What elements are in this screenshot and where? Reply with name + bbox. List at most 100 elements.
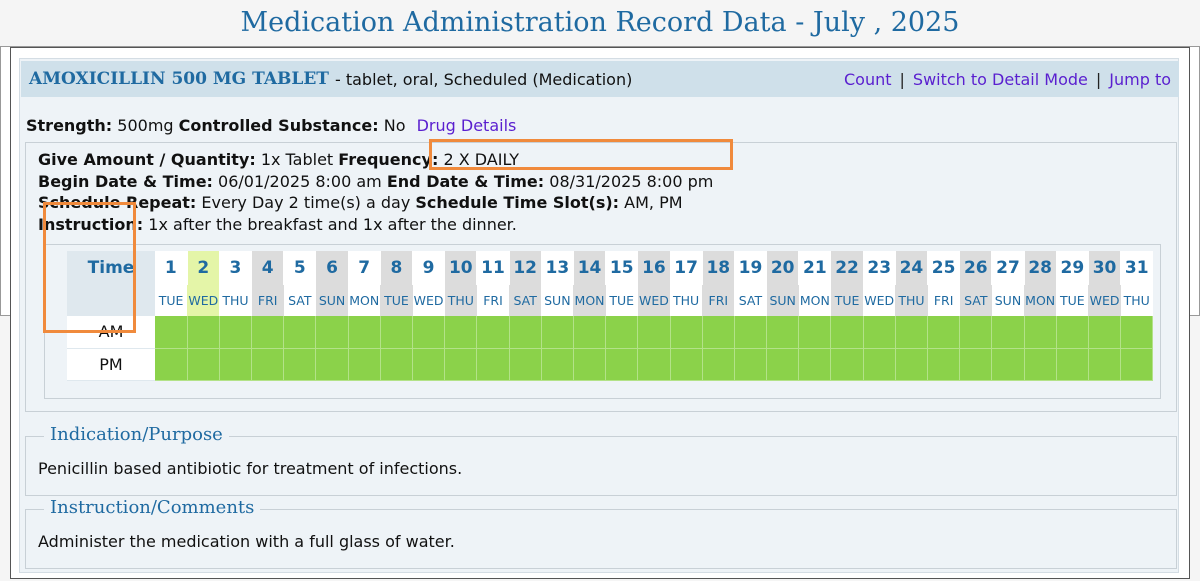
administration-cell-pm-28[interactable]	[1024, 348, 1057, 381]
day-number-28[interactable]: 28	[1024, 251, 1057, 285]
administration-cell-am-5[interactable]	[283, 316, 317, 349]
count-link[interactable]: Count	[844, 69, 892, 89]
administration-cell-pm-2[interactable]	[187, 348, 220, 381]
instruction-line: Instruction: 1x after the breakfast and …	[38, 214, 713, 236]
drug-details-link[interactable]: Drug Details	[416, 116, 517, 135]
administration-cell-am-9[interactable]	[412, 316, 446, 349]
administration-cell-am-7[interactable]	[348, 316, 381, 349]
day-number-30[interactable]: 30	[1088, 251, 1122, 285]
day-number-3[interactable]: 3	[219, 251, 253, 285]
day-number-1[interactable]: 1	[155, 251, 188, 285]
administration-cell-am-14[interactable]	[573, 316, 607, 349]
administration-cell-am-27[interactable]	[991, 316, 1025, 349]
administration-cell-am-10[interactable]	[444, 316, 478, 349]
day-number-11[interactable]: 11	[476, 251, 510, 285]
administration-cell-pm-19[interactable]	[734, 348, 768, 381]
administration-cell-pm-29[interactable]	[1056, 348, 1089, 381]
day-number-6[interactable]: 6	[315, 251, 349, 285]
administration-cell-am-21[interactable]	[798, 316, 832, 349]
administration-cell-pm-8[interactable]	[380, 348, 414, 381]
day-number-31[interactable]: 31	[1120, 251, 1154, 285]
administration-cell-pm-12[interactable]	[509, 348, 542, 381]
administration-cell-am-4[interactable]	[251, 316, 285, 349]
administration-cell-pm-30[interactable]	[1088, 348, 1122, 381]
day-number-14[interactable]: 14	[573, 251, 607, 285]
administration-cell-am-16[interactable]	[637, 316, 671, 349]
administration-cell-pm-16[interactable]	[637, 348, 671, 381]
administration-cell-pm-13[interactable]	[541, 348, 574, 381]
administration-cell-pm-23[interactable]	[863, 348, 896, 381]
day-number-16[interactable]: 16	[637, 251, 671, 285]
administration-cell-pm-18[interactable]	[702, 348, 735, 381]
administration-cell-pm-9[interactable]	[412, 348, 446, 381]
administration-cell-pm-31[interactable]	[1120, 348, 1154, 381]
day-number-10[interactable]: 10	[444, 251, 478, 285]
administration-cell-pm-20[interactable]	[766, 348, 800, 381]
day-number-8[interactable]: 8	[380, 251, 414, 285]
administration-cell-am-3[interactable]	[219, 316, 253, 349]
day-number-4[interactable]: 4	[251, 251, 285, 285]
day-number-27[interactable]: 27	[991, 251, 1025, 285]
comments-section: Instruction/Comments Administer the medi…	[25, 497, 1177, 569]
day-number-23[interactable]: 23	[863, 251, 896, 285]
administration-cell-pm-10[interactable]	[444, 348, 478, 381]
administration-cell-am-17[interactable]	[670, 316, 703, 349]
day-number-2[interactable]: 2	[187, 251, 220, 285]
administration-cell-am-20[interactable]	[766, 316, 800, 349]
administration-cell-pm-4[interactable]	[251, 348, 285, 381]
day-number-17[interactable]: 17	[670, 251, 703, 285]
day-number-19[interactable]: 19	[734, 251, 768, 285]
administration-cell-pm-7[interactable]	[348, 348, 381, 381]
administration-cell-pm-15[interactable]	[605, 348, 639, 381]
administration-cell-am-12[interactable]	[509, 316, 542, 349]
day-number-20[interactable]: 20	[766, 251, 800, 285]
administration-cell-am-26[interactable]	[959, 316, 993, 349]
administration-cell-am-29[interactable]	[1056, 316, 1089, 349]
day-number-13[interactable]: 13	[541, 251, 574, 285]
day-number-18[interactable]: 18	[702, 251, 735, 285]
administration-cell-pm-1[interactable]	[155, 348, 188, 381]
switch-detail-mode-link[interactable]: Switch to Detail Mode	[912, 69, 1088, 89]
administration-cell-pm-17[interactable]	[670, 348, 703, 381]
administration-cell-pm-11[interactable]	[476, 348, 510, 381]
administration-cell-am-28[interactable]	[1024, 316, 1057, 349]
administration-cell-pm-3[interactable]	[219, 348, 253, 381]
administration-cell-pm-5[interactable]	[283, 348, 317, 381]
administration-cell-am-8[interactable]	[380, 316, 414, 349]
day-number-22[interactable]: 22	[830, 251, 864, 285]
administration-cell-pm-14[interactable]	[573, 348, 607, 381]
day-number-9[interactable]: 9	[412, 251, 446, 285]
administration-cell-am-19[interactable]	[734, 316, 768, 349]
administration-cell-am-31[interactable]	[1120, 316, 1154, 349]
administration-cell-pm-22[interactable]	[830, 348, 864, 381]
day-number-21[interactable]: 21	[798, 251, 832, 285]
administration-cell-am-2[interactable]	[187, 316, 220, 349]
administration-cell-pm-6[interactable]	[315, 348, 349, 381]
day-number-26[interactable]: 26	[959, 251, 993, 285]
day-number-29[interactable]: 29	[1056, 251, 1089, 285]
day-number-15[interactable]: 15	[605, 251, 639, 285]
repeat-line: Schedule Repeat: Every Day 2 time(s) a d…	[38, 192, 713, 214]
administration-cell-am-25[interactable]	[927, 316, 961, 349]
administration-cell-am-15[interactable]	[605, 316, 639, 349]
jump-to-link[interactable]: Jump to	[1109, 69, 1171, 89]
administration-cell-pm-26[interactable]	[959, 348, 993, 381]
administration-cell-pm-27[interactable]	[991, 348, 1025, 381]
day-number-12[interactable]: 12	[509, 251, 542, 285]
administration-cell-pm-21[interactable]	[798, 348, 832, 381]
administration-cell-am-13[interactable]	[541, 316, 574, 349]
administration-cell-am-24[interactable]	[895, 316, 929, 349]
administration-cell-am-22[interactable]	[830, 316, 864, 349]
day-number-24[interactable]: 24	[895, 251, 929, 285]
day-number-5[interactable]: 5	[283, 251, 317, 285]
day-number-25[interactable]: 25	[927, 251, 961, 285]
administration-cell-am-11[interactable]	[476, 316, 510, 349]
administration-cell-pm-25[interactable]	[927, 348, 961, 381]
administration-cell-am-18[interactable]	[702, 316, 735, 349]
administration-cell-am-1[interactable]	[155, 316, 188, 349]
administration-cell-pm-24[interactable]	[895, 348, 929, 381]
administration-cell-am-6[interactable]	[315, 316, 349, 349]
administration-cell-am-23[interactable]	[863, 316, 896, 349]
administration-cell-am-30[interactable]	[1088, 316, 1122, 349]
day-number-7[interactable]: 7	[348, 251, 381, 285]
